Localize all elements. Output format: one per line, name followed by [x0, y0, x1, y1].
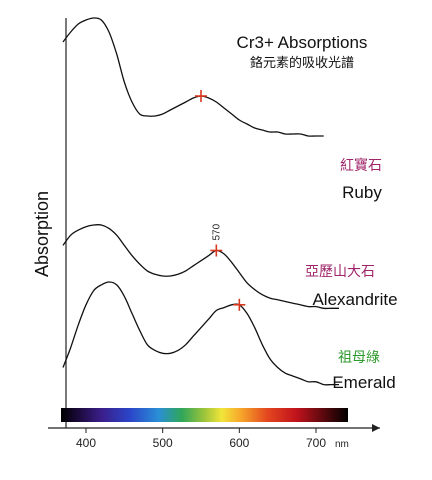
chart-title: Cr3+ Absorptions	[237, 33, 368, 52]
svg-text:Ruby: Ruby	[342, 183, 382, 202]
svg-text:Alexandrite: Alexandrite	[312, 290, 397, 309]
x-unit-label: nm	[335, 439, 349, 450]
series-label-emerald: 祖母綠 Emerald	[332, 350, 395, 392]
peak-marker-emerald	[233, 298, 246, 311]
svg-text:紅寶石: 紅寶石	[340, 158, 382, 174]
x-tick-label-400: 400	[76, 436, 96, 450]
peak-marker-ruby	[195, 90, 207, 102]
series-label-ruby: 紅寶石 Ruby	[340, 158, 382, 202]
svg-text:亞歷山大石: 亞歷山大石	[305, 264, 375, 280]
y-axis-label: Absorption	[32, 191, 52, 277]
x-axis-arrow	[372, 424, 380, 432]
series-line-emerald	[62, 281, 339, 386]
svg-text:祖母綠: 祖母綠	[338, 350, 380, 366]
curves	[62, 17, 339, 386]
x-ticks: 400 500 600 700	[76, 428, 326, 450]
x-tick-label-600: 600	[229, 436, 249, 450]
svg-text:Emerald: Emerald	[332, 373, 395, 392]
spectrum-bar	[61, 408, 348, 422]
peak-annotation-570: 570	[211, 223, 222, 240]
x-tick-label-700: 700	[306, 436, 326, 450]
series-label-alexandrite: 亞歷山大石 Alexandrite	[305, 264, 398, 309]
peak-marker-alexandrite	[210, 244, 223, 257]
series-line-ruby	[62, 17, 324, 137]
chart-subtitle: 鉻元素的吸收光譜	[250, 55, 354, 71]
series-line-alexandrite	[62, 224, 339, 310]
x-tick-label-500: 500	[153, 436, 173, 450]
